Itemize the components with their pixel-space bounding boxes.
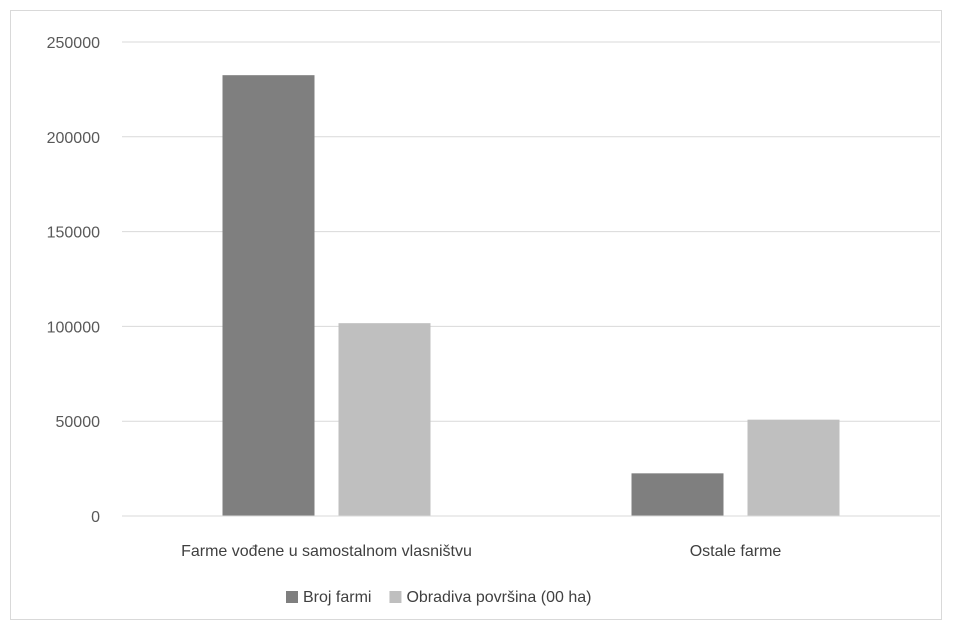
chart-frame <box>10 10 942 620</box>
y-tick-label: 150000 <box>47 225 100 242</box>
bar-obradiva-povrsina-1 <box>747 419 840 516</box>
legend-swatch <box>286 591 298 603</box>
legend-swatch <box>389 591 402 603</box>
y-tick-label: 200000 <box>47 130 100 147</box>
legend-label: Obradiva površina (00 ha) <box>406 589 591 606</box>
x-category-label: Farme vođene u samostalnom vlasništvu <box>181 543 472 560</box>
bar-obradiva-povrsina-0 <box>338 323 431 516</box>
legend: Broj farmi Obradiva površina (00 ha) <box>286 589 591 606</box>
y-tick-label: 0 <box>91 509 100 526</box>
x-axis-category-labels: Farme vođene u samostalnom vlasništvu Ost… <box>181 543 781 560</box>
x-category-label: Ostale farme <box>690 543 782 560</box>
y-tick-label: 250000 <box>47 35 100 52</box>
bar-broj-farmi-1 <box>631 473 724 516</box>
bars <box>222 75 840 517</box>
y-tick-label: 100000 <box>47 319 100 336</box>
y-axis-tick-labels: 0 50000 100000 150000 200000 250000 <box>47 35 100 526</box>
bar-broj-farmi-0 <box>222 75 315 517</box>
legend-label: Broj farmi <box>303 589 371 606</box>
y-tick-label: 50000 <box>56 414 101 431</box>
